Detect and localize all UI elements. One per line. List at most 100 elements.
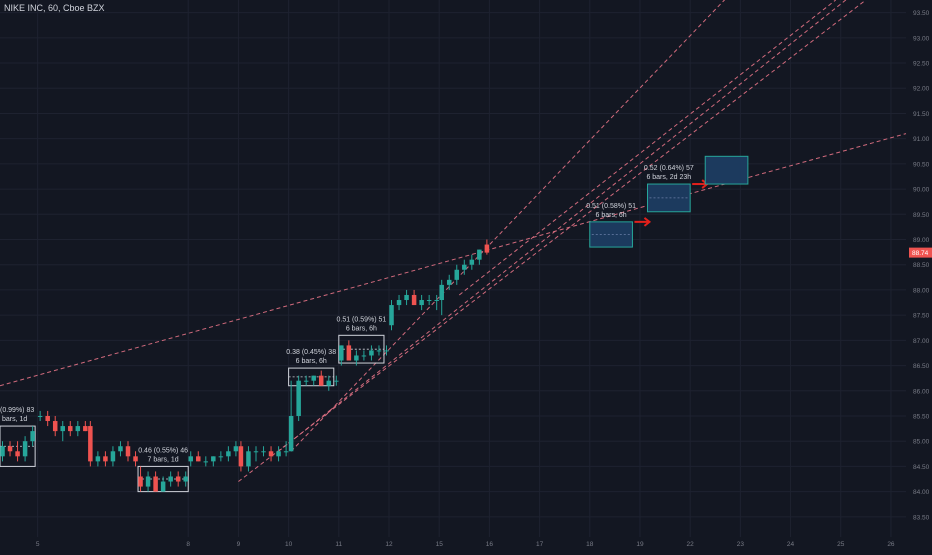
candle-body-62 — [446, 279, 452, 285]
x-tick-label-13: 24 — [787, 541, 795, 548]
measure-label-3: 0.51 (0.59%) 51 — [336, 316, 386, 323]
candle-body-17 — [125, 446, 131, 457]
x-tick-label-7: 16 — [486, 541, 494, 548]
last-price-tag — [909, 247, 932, 258]
candle-body-42 — [303, 380, 309, 382]
grid-lines — [0, 0, 906, 537]
candle-body-53 — [384, 350, 389, 352]
candle-body-56 — [404, 294, 409, 301]
candle-body-66 — [477, 249, 482, 260]
candle-body-27 — [196, 456, 201, 462]
x-tick-label-0: 5 — [36, 541, 40, 548]
y-tick-label-15: 91.00 — [913, 136, 930, 143]
candle-body-38 — [276, 451, 281, 457]
trend-line-3 — [238, 0, 867, 482]
projection-arrow-head-0 — [643, 217, 652, 227]
candle-body-8 — [60, 426, 65, 432]
projection-sublabel-1: 6 bars, 2d 23h — [646, 174, 691, 181]
candle-body-58 — [419, 300, 424, 306]
candle-body-16 — [118, 446, 123, 452]
x-tick-label-15: 26 — [887, 541, 895, 548]
chart-title: NIKE INC, 60, Cboe BZX — [4, 3, 105, 13]
candle-body-19 — [138, 476, 143, 487]
y-tick-label-14: 90.50 — [913, 161, 930, 168]
candle-body-15 — [110, 451, 116, 462]
x-tick-label-5: 12 — [385, 541, 393, 548]
candle-body-6 — [45, 415, 50, 422]
projection-boxes: 0.51 (0.58%) 51 6 bars, 6h 0.52 (0.64%) 57… — [586, 155, 749, 248]
projection-box-2 — [704, 155, 749, 185]
measure-boxes: (0.99%) 83 bars, 1d 0.46 (0.55%) 46 7 bars,… — [0, 316, 386, 493]
candle-body-67 — [484, 244, 490, 253]
measure-sublabel-1: 7 bars, 1d — [148, 456, 179, 463]
y-tick-label-0: 83.50 — [913, 514, 930, 521]
candle-body-22 — [160, 481, 166, 492]
y-tick-label-4: 85.50 — [913, 413, 930, 420]
y-tick-label-16: 91.50 — [913, 111, 930, 118]
candle-body-34 — [246, 451, 251, 467]
candle-body-54 — [389, 305, 394, 326]
candle-body-20 — [145, 476, 151, 487]
candle-body-44 — [318, 375, 324, 386]
measure-box-3 — [338, 334, 385, 364]
candle-body-3 — [22, 441, 28, 457]
candle-body-7 — [52, 421, 58, 432]
candle-body-14 — [103, 456, 108, 462]
y-tick-label-2: 84.50 — [913, 464, 930, 471]
candle-body-51 — [369, 350, 374, 356]
candle-body-37 — [268, 451, 274, 457]
measure-sublabel-0: bars, 1d — [2, 416, 27, 423]
x-tick-label-12: 23 — [737, 541, 745, 548]
y-tick-label-8: 87.50 — [913, 313, 930, 320]
x-tick-label-3: 10 — [285, 541, 293, 548]
x-tick-label-6: 15 — [436, 541, 444, 548]
trend-line-2 — [290, 0, 726, 452]
y-tick-label-12: 89.50 — [913, 212, 930, 219]
measure-sublabel-3: 6 bars, 6h — [346, 325, 377, 332]
y-tick-label-3: 85.00 — [913, 439, 930, 446]
candle-body-59 — [426, 300, 432, 302]
y-tick-label-5: 86.00 — [913, 388, 930, 395]
x-tick-label-10: 19 — [636, 541, 644, 548]
candle-body-18 — [133, 456, 138, 462]
candle-body-57 — [411, 294, 417, 306]
measure-label-2: 0.38 (0.45%) 38 — [286, 349, 336, 356]
x-tick-label-8: 17 — [536, 541, 544, 548]
candle-body-47 — [339, 345, 344, 361]
trend-line-4 — [458, 0, 837, 296]
candle-body-21 — [153, 476, 158, 492]
x-tick-label-11: 22 — [687, 541, 695, 548]
x-tick-label-1: 8 — [186, 541, 190, 548]
candle-body-40 — [288, 415, 294, 452]
measure-label-0: (0.99%) 83 — [0, 407, 34, 414]
x-tick-label-4: 11 — [335, 541, 342, 548]
candle-body-11 — [83, 426, 88, 432]
candle-body-49 — [354, 355, 359, 361]
axes: 83.50 84.00 84.50 85.00 85.50 86.00 86.50 87.00… — [36, 10, 932, 548]
y-tick-label-13: 90.00 — [913, 187, 930, 194]
trend-line-1 — [278, 0, 847, 452]
projection-label-1: 0.52 (0.64%) 57 — [644, 165, 694, 172]
candle-body-48 — [346, 345, 352, 361]
trend-line-0 — [0, 133, 907, 387]
candle-body-64 — [462, 264, 467, 270]
y-tick-label-11: 89.00 — [913, 237, 930, 244]
candle-body-26 — [188, 456, 193, 462]
y-tick-label-17: 92.00 — [913, 86, 930, 93]
y-tick-label-9: 88.00 — [913, 287, 930, 294]
trend-lines — [0, 0, 907, 482]
candles — [0, 239, 490, 492]
candle-body-43 — [311, 375, 316, 381]
candle-body-61 — [439, 284, 444, 301]
projection-label-0: 0.51 (0.58%) 51 — [586, 203, 636, 210]
candle-body-25 — [183, 476, 188, 482]
candle-body-41 — [296, 380, 301, 416]
x-tick-label-9: 18 — [586, 541, 594, 548]
x-tick-label-14: 25 — [837, 541, 845, 548]
candle-body-1 — [7, 446, 13, 452]
candle-body-52 — [376, 350, 382, 352]
candle-body-63 — [454, 269, 460, 280]
y-tick-label-1: 84.00 — [913, 489, 930, 496]
measure-label-1: 0.46 (0.55%) 46 — [138, 447, 188, 454]
